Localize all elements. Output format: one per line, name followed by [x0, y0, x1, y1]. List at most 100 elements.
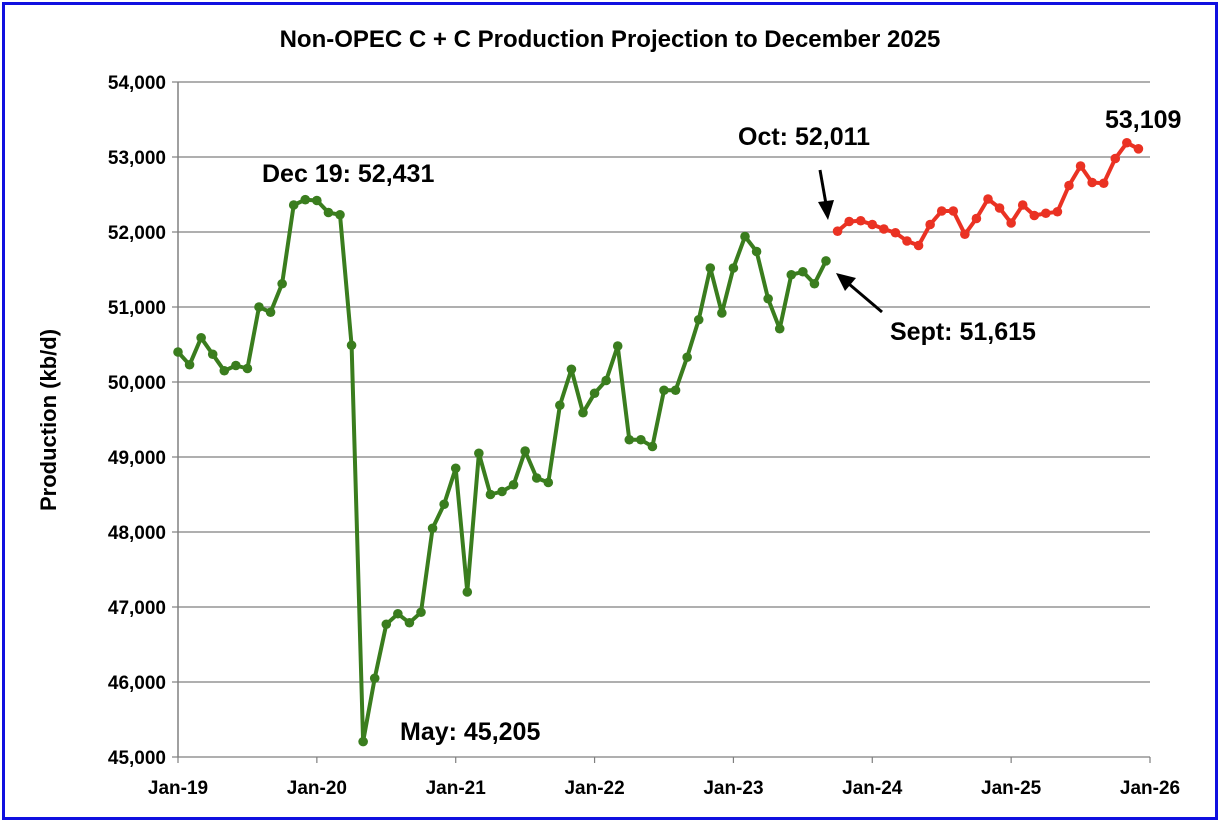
data-point	[751, 246, 762, 257]
data-point	[196, 332, 206, 343]
data-point	[404, 617, 415, 628]
data-point	[740, 231, 750, 242]
data-point	[254, 302, 264, 312]
data-point	[543, 477, 554, 488]
data-point	[855, 215, 866, 226]
data-point	[531, 473, 542, 483]
y-tick-label: 49,000	[108, 448, 166, 469]
y-axis-label: Production (kb/d)	[36, 329, 61, 511]
data-point	[369, 673, 380, 684]
y-tick-label: 54,000	[108, 73, 166, 94]
data-point	[844, 216, 854, 227]
data-point	[948, 206, 959, 216]
data-point	[971, 213, 982, 224]
data-point	[474, 448, 484, 459]
data-point	[1041, 208, 1051, 219]
data-point	[902, 236, 912, 246]
data-point	[636, 434, 646, 445]
data-point	[693, 314, 704, 325]
annotation-sept: Sept: 51,615	[890, 318, 1036, 346]
annotation-oct: Oct: 52,011	[738, 123, 870, 151]
data-point	[682, 352, 692, 363]
data-point	[508, 479, 519, 490]
data-point	[774, 323, 785, 334]
data-point	[983, 194, 993, 204]
y-tick-label: 48,000	[108, 523, 166, 544]
data-point	[1122, 137, 1132, 148]
data-point	[393, 608, 403, 619]
y-tick-label: 50,000	[108, 373, 166, 394]
x-tick-label: Jan-25	[981, 778, 1042, 799]
data-point	[1110, 153, 1121, 164]
data-point	[485, 489, 496, 500]
data-point	[936, 206, 947, 216]
data-point	[717, 308, 727, 318]
data-point	[265, 307, 276, 318]
data-point	[1052, 206, 1063, 217]
annotation-low: May: 45,205	[400, 718, 540, 746]
data-point	[312, 195, 322, 206]
y-tick-label: 53,000	[108, 148, 166, 169]
data-point	[335, 209, 345, 220]
data-point	[994, 203, 1005, 213]
data-point	[520, 446, 530, 456]
data-point	[300, 194, 311, 205]
x-tick-label: Jan-20	[287, 778, 347, 799]
data-point	[1064, 180, 1074, 191]
data-point	[173, 347, 183, 357]
data-point	[1087, 177, 1097, 188]
data-point	[925, 219, 935, 230]
data-point	[381, 619, 392, 630]
data-point	[589, 388, 600, 399]
y-tick-label: 46,000	[108, 673, 166, 694]
data-point	[231, 360, 241, 371]
data-point	[821, 256, 831, 266]
y-tick-label: 47,000	[108, 598, 166, 619]
x-tick-label: Jan-19	[148, 778, 208, 799]
data-point	[497, 486, 507, 497]
data-point	[288, 200, 299, 210]
grid-lines	[178, 81, 1150, 758]
data-point	[439, 499, 449, 510]
data-point	[1006, 218, 1016, 228]
data-point	[462, 587, 473, 597]
data-point	[786, 269, 797, 280]
data-point	[323, 207, 334, 218]
data-point	[890, 227, 901, 238]
x-tick-label: Jan-23	[703, 778, 763, 799]
data-point	[809, 278, 820, 289]
data-point	[1017, 200, 1028, 210]
data-point	[427, 523, 438, 534]
data-point	[578, 407, 588, 418]
y-tick-label: 45,000	[108, 748, 166, 769]
annotation-peak: Dec 19: 52,431	[262, 160, 434, 188]
data-point	[566, 364, 577, 375]
data-point	[1029, 210, 1040, 221]
y-tick-label: 52,000	[108, 223, 166, 244]
arrow-oct	[818, 169, 834, 220]
data-point	[242, 363, 253, 374]
data-point	[913, 240, 924, 251]
x-tick-label: Jan-21	[426, 778, 487, 799]
data-point	[219, 365, 230, 376]
y-tick-label: 51,000	[108, 298, 166, 319]
data-point	[624, 434, 635, 445]
data-point	[184, 359, 195, 370]
x-tick-label: Jan-22	[564, 778, 624, 799]
data-point	[601, 375, 611, 386]
x-tick-label: Jan-24	[842, 778, 903, 799]
data-point	[416, 607, 426, 618]
data-point	[450, 463, 461, 474]
data-point	[647, 441, 658, 452]
y-axis-ticks: 45,000 46,000 47,000 48,000 49,000 50,000 51,0…	[108, 73, 178, 769]
data-point	[1098, 178, 1109, 189]
data-point	[670, 385, 681, 396]
data-point	[705, 263, 716, 273]
data-point	[763, 293, 773, 304]
data-point	[612, 341, 623, 351]
data-point	[867, 219, 878, 230]
data-point	[358, 736, 368, 747]
data-point	[798, 266, 808, 277]
